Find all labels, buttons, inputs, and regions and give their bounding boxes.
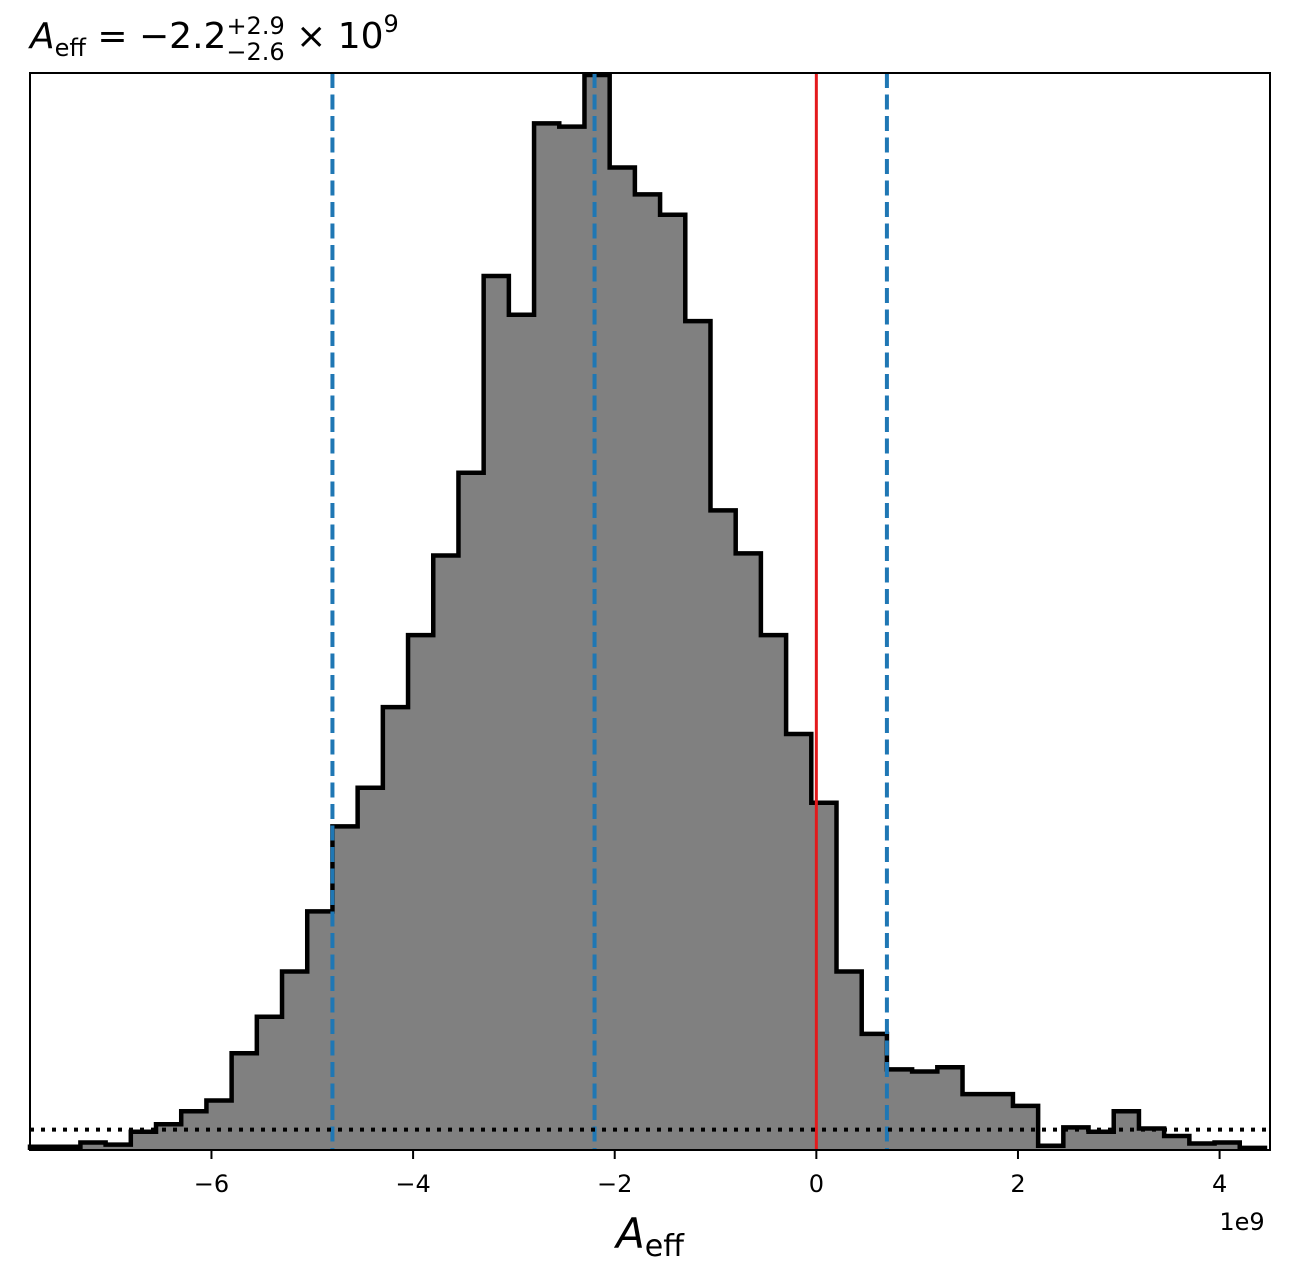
histogram-bar	[483, 276, 510, 1150]
x-tick-label: 2	[1010, 1170, 1025, 1198]
x-axis-ticks: −6 −4 −2 0 2 4	[194, 1150, 1227, 1198]
histogram-bar	[584, 75, 611, 1150]
histogram-bar	[206, 1100, 233, 1150]
histogram-bar	[307, 911, 333, 1150]
chart-title: Aeff = −2.2+2.9 −2.6 × 109	[28, 10, 399, 66]
histogram-bar	[508, 314, 535, 1151]
histogram-bar	[105, 1144, 132, 1151]
x-axis-label-symbol: A	[613, 1209, 645, 1258]
histogram-bar	[156, 1124, 182, 1150]
x-tick-label: −6	[194, 1170, 229, 1198]
histogram-bar	[710, 510, 737, 1151]
histogram-bar	[130, 1131, 157, 1150]
x-tick-label: −4	[395, 1170, 430, 1198]
histogram-bar	[534, 123, 560, 1151]
x-tick-label: −2	[597, 1170, 632, 1198]
histogram-bar	[912, 1071, 938, 1150]
histogram-bar	[332, 826, 359, 1150]
histogram-outline	[27, 72, 1268, 1151]
histogram-bar	[1214, 1142, 1241, 1150]
histogram-bar	[987, 1094, 1014, 1150]
histogram-bar	[735, 553, 762, 1151]
histogram-bar	[634, 194, 661, 1150]
plot-area	[27, 72, 1270, 1151]
histogram-bar	[559, 126, 585, 1151]
title-median: −2.2	[139, 16, 226, 57]
histogram-bar	[937, 1067, 964, 1150]
histogram-bar	[382, 707, 409, 1150]
title-plus-error: +2.9	[226, 12, 284, 40]
histogram-bar	[760, 635, 787, 1150]
histogram-bar	[609, 167, 636, 1150]
histogram-bar	[282, 971, 308, 1150]
histogram-bar	[660, 214, 686, 1150]
histogram-bar	[408, 635, 434, 1150]
histogram-bar	[1113, 1111, 1140, 1150]
title-exponent: 9	[384, 10, 399, 38]
x-tick-label: 0	[809, 1170, 824, 1198]
x-axis-label: Aeff	[613, 1209, 685, 1264]
histogram-bar	[1138, 1128, 1165, 1150]
title-times: × 10	[285, 16, 384, 57]
axis-offset-label: 1e9	[1219, 1208, 1264, 1236]
title-symbol: A	[28, 16, 55, 57]
histogram-bar	[433, 555, 459, 1150]
histogram-bar	[962, 1094, 989, 1150]
x-axis-label-subscript: eff	[645, 1229, 685, 1264]
title-minus-error: −2.6	[226, 38, 284, 66]
histogram-bar	[458, 472, 485, 1150]
histogram-fill	[30, 75, 1266, 1151]
x-tick-label: 4	[1212, 1170, 1227, 1198]
histogram-bar	[231, 1053, 258, 1150]
histogram-bar	[1189, 1143, 1216, 1150]
histogram-bar	[836, 971, 863, 1150]
histogram-bar	[1164, 1136, 1190, 1150]
histogram-bar	[786, 733, 812, 1150]
histogram-bar	[1063, 1127, 1090, 1150]
histogram-bar	[1088, 1131, 1115, 1150]
histogram-bar	[861, 1033, 888, 1150]
histogram-bar	[886, 1069, 913, 1151]
histogram-bar	[256, 1016, 283, 1150]
title-relation: =	[86, 16, 139, 57]
axes-frame	[29, 72, 1271, 1151]
title-symbol-subscript: eff	[55, 34, 87, 62]
histogram-bar	[685, 321, 711, 1150]
histogram-bar	[80, 1142, 107, 1150]
reference-lines	[330, 73, 889, 1150]
histogram-bar	[357, 787, 384, 1150]
